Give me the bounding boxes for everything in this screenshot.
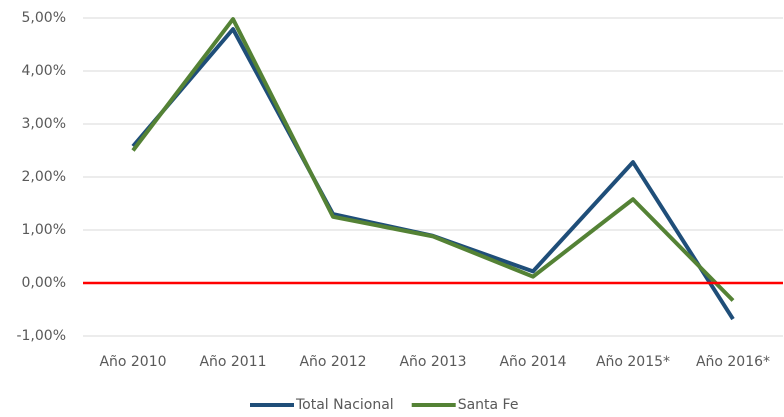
y-tick-label: 5,00% bbox=[22, 10, 66, 26]
x-tick-label: Año 2013 bbox=[399, 354, 466, 370]
legend-label: Total Nacional bbox=[295, 397, 394, 413]
series-line bbox=[131, 27, 735, 321]
y-tick-label: 4,00% bbox=[22, 63, 66, 79]
y-tick-label: 2,00% bbox=[22, 169, 66, 185]
x-tick-label: Año 2012 bbox=[299, 354, 366, 370]
series-line bbox=[131, 17, 735, 302]
x-tick-label: Año 2015* bbox=[596, 354, 670, 370]
y-tick-label: 0,00% bbox=[22, 275, 66, 291]
x-tick-label: Año 2010 bbox=[99, 354, 166, 370]
y-tick-label: 3,00% bbox=[22, 116, 66, 132]
y-tick-label: -1,00% bbox=[16, 328, 66, 344]
x-tick-label: Año 2011 bbox=[199, 354, 266, 370]
legend-label: Santa Fe bbox=[458, 397, 519, 413]
x-tick-label: Año 2016* bbox=[696, 354, 770, 370]
x-tick-label: Año 2014 bbox=[499, 354, 566, 370]
y-tick-label: 1,00% bbox=[22, 222, 66, 238]
